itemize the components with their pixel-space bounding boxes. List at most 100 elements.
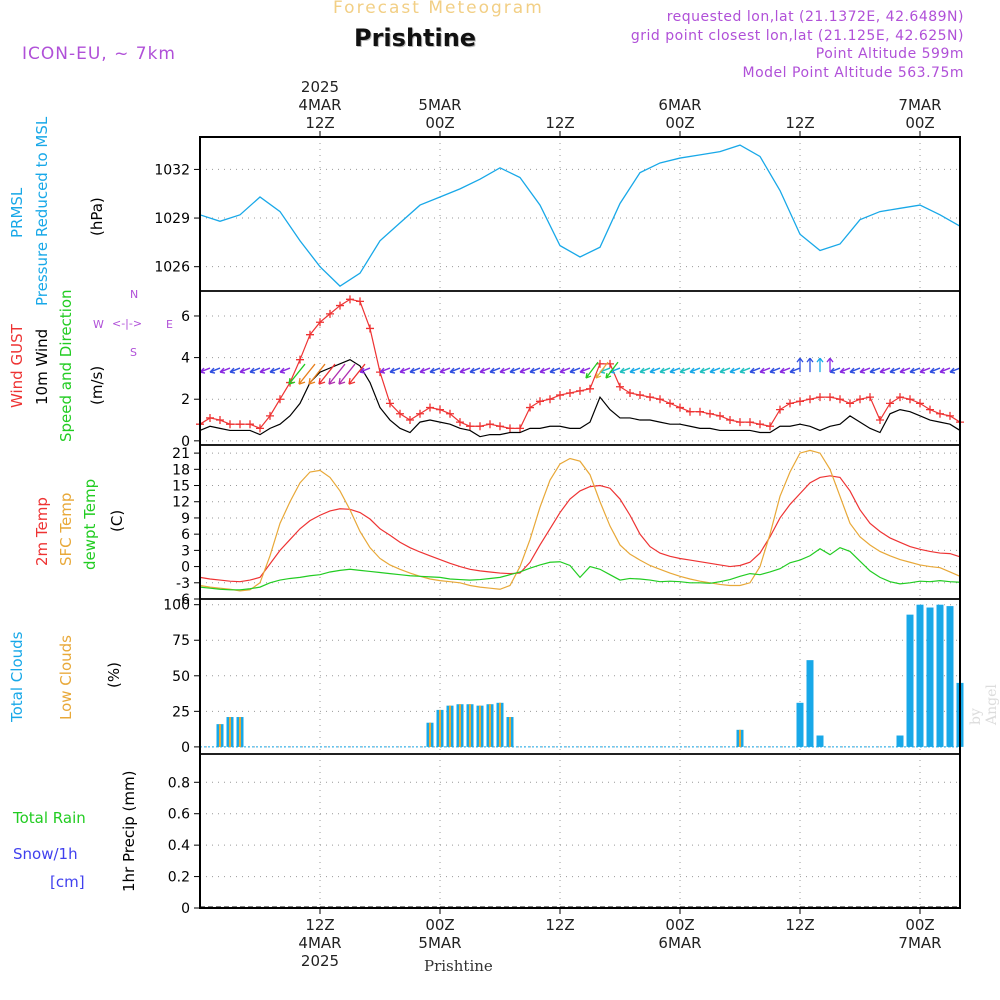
y-tick-label: 0 bbox=[181, 560, 190, 576]
wind-direction-arrow bbox=[899, 367, 911, 374]
time-tick-bottom-year: 2025 bbox=[301, 952, 339, 970]
wind-gust-marker bbox=[436, 405, 444, 414]
wind-direction-arrow bbox=[869, 367, 881, 374]
wind-direction-arrow bbox=[399, 367, 411, 374]
wind-direction-arrow bbox=[585, 361, 599, 379]
time-tick-top-hour: 12Z bbox=[785, 114, 814, 132]
wind-direction-arrow bbox=[209, 367, 221, 374]
model-label: ICON-EU, ~ 7km bbox=[22, 44, 176, 64]
wind-gust-marker bbox=[426, 403, 434, 412]
wind-gust-marker bbox=[476, 422, 484, 431]
wind-direction-arrow bbox=[409, 367, 421, 374]
wind-direction-arrow bbox=[439, 367, 451, 374]
wind-gust-marker bbox=[916, 399, 924, 408]
wind-direction-arrow bbox=[919, 367, 931, 374]
wind-gust-marker bbox=[856, 395, 864, 404]
low-clouds-bar bbox=[509, 717, 511, 747]
y-tick-label: 0.6 bbox=[168, 807, 190, 823]
wind-gust-marker bbox=[316, 318, 324, 327]
wind-direction-arrow bbox=[759, 367, 771, 374]
wind-gust-marker bbox=[906, 395, 914, 404]
wind-gust-marker bbox=[576, 386, 584, 395]
wind-gust-marker bbox=[666, 399, 674, 408]
wind-direction-arrow bbox=[359, 367, 371, 374]
y-tick-label: 0.8 bbox=[168, 775, 190, 791]
wind-gust-marker bbox=[686, 407, 694, 416]
wind-direction-arrow bbox=[595, 361, 609, 379]
wind-direction-arrow bbox=[298, 363, 316, 385]
wind-direction-arrow bbox=[259, 367, 271, 374]
chart-title: Forecast Meteogram bbox=[333, 0, 544, 18]
wind-gust-marker bbox=[836, 395, 844, 404]
wind-direction-arrow bbox=[649, 367, 661, 374]
wind-direction-arrow bbox=[449, 367, 461, 374]
wind-direction-arrow bbox=[806, 357, 814, 373]
wind-direction-arrow bbox=[909, 367, 921, 374]
wind-direction-arrow bbox=[288, 363, 306, 385]
wind-gust-marker bbox=[786, 399, 794, 408]
snow-unit: [cm] bbox=[50, 873, 85, 891]
wind-gust-marker bbox=[516, 424, 524, 433]
wind-gust-marker bbox=[206, 413, 214, 422]
wind-direction-arrow bbox=[429, 367, 441, 374]
wind-direction-arrow bbox=[619, 367, 631, 374]
time-tick-bottom-hour: 12Z bbox=[785, 916, 814, 934]
wind-gust-marker bbox=[496, 422, 504, 431]
y-tick-label: 25 bbox=[172, 704, 190, 720]
wind-direction-arrow bbox=[579, 367, 591, 374]
wind-gust-marker bbox=[826, 393, 834, 402]
wind-direction-arrow bbox=[249, 367, 261, 374]
y-tick-label: 1026 bbox=[154, 260, 190, 276]
wind-gust-marker bbox=[356, 297, 364, 306]
y-tick-label: 12 bbox=[172, 495, 190, 511]
total-clouds-bar bbox=[936, 604, 944, 747]
wind-direction-arrow bbox=[839, 367, 851, 374]
wind-direction-arrow bbox=[699, 367, 711, 374]
y-tick-label: 6 bbox=[181, 309, 190, 325]
y-tick-label: -6 bbox=[176, 592, 190, 608]
wind-gust-marker bbox=[546, 395, 554, 404]
wind-direction-arrow bbox=[229, 367, 241, 374]
wind-gust-marker bbox=[586, 384, 594, 393]
wind-direction-arrow bbox=[308, 363, 326, 385]
snow-legend: Snow/1h bbox=[13, 845, 78, 863]
time-tick-bottom-date: 5MAR bbox=[418, 934, 461, 952]
wind-direction-arrow bbox=[328, 363, 346, 385]
total-clouds-bar bbox=[926, 607, 934, 747]
wind-gust-marker bbox=[556, 391, 564, 400]
wind-gust-marker bbox=[216, 416, 224, 425]
wind-direction-arrow bbox=[789, 367, 801, 374]
wind-gust-marker bbox=[866, 393, 874, 402]
wind-direction-arrow bbox=[669, 367, 681, 374]
compass-east: E bbox=[166, 318, 173, 331]
low-clouds-bar bbox=[459, 704, 461, 747]
wind-gust-marker bbox=[706, 409, 714, 418]
wind-direction-arrow bbox=[709, 367, 721, 374]
wind-direction-arrow bbox=[318, 363, 336, 385]
low-clouds-bar bbox=[229, 717, 231, 747]
wind-direction-arrow bbox=[816, 357, 824, 373]
y-tick-label: 1032 bbox=[154, 162, 190, 178]
point-altitude: Point Altitude 599m bbox=[815, 46, 964, 62]
wind-direction-arrow bbox=[679, 367, 691, 374]
wind-gust-marker bbox=[566, 388, 574, 397]
wind-direction-arrow bbox=[639, 367, 651, 374]
wind-gust-marker bbox=[926, 405, 934, 414]
panel-frame bbox=[199, 598, 961, 755]
wind-gust-marker bbox=[796, 397, 804, 406]
total-clouds-bar bbox=[816, 735, 824, 747]
wind-gust-marker bbox=[336, 301, 344, 310]
time-tick-bottom-date: 4MAR bbox=[298, 934, 341, 952]
time-tick-top-hour: 12Z bbox=[305, 114, 334, 132]
wind-direction-arrow bbox=[219, 367, 231, 374]
wind-gust-marker bbox=[416, 409, 424, 418]
wind-direction-arrow bbox=[469, 367, 481, 374]
wind-direction-arrow bbox=[749, 367, 761, 374]
model-point-altitude: Model Point Altitude 563.75m bbox=[742, 65, 964, 81]
wind-gust-marker bbox=[776, 405, 784, 414]
wind-gust-marker bbox=[746, 418, 754, 427]
pressure-line bbox=[199, 144, 961, 287]
y-tick-label: 18 bbox=[172, 462, 190, 478]
wind-direction-arrow bbox=[279, 367, 291, 374]
wind-direction-arrow bbox=[796, 357, 804, 373]
